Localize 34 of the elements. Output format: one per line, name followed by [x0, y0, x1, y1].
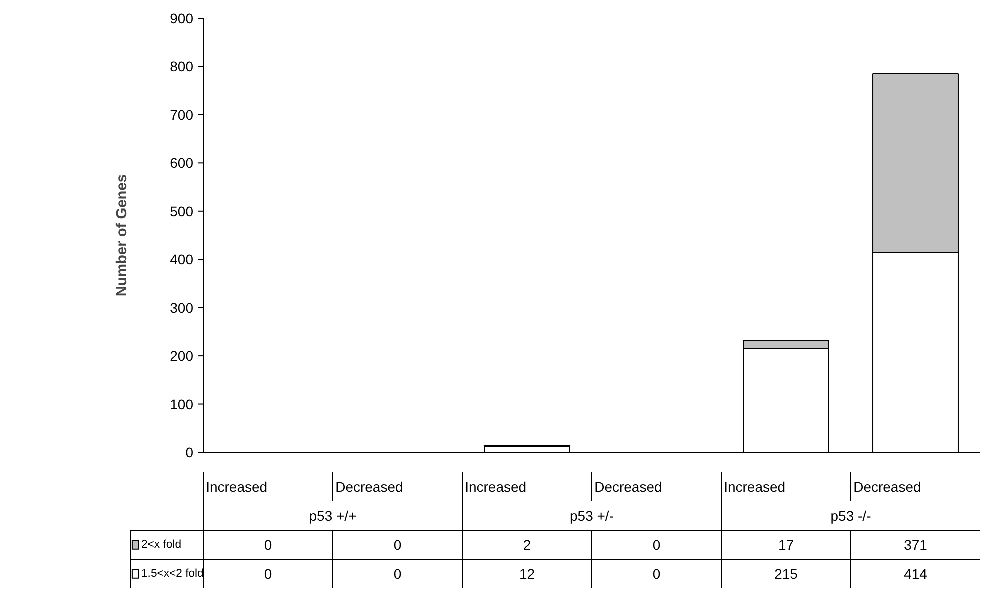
y-tick-label: 600	[170, 155, 194, 172]
x-tick-label: Increased	[724, 479, 786, 495]
x-tick-label: Increased	[465, 479, 527, 495]
data-label: 0	[264, 537, 272, 553]
data-label: 0	[264, 566, 272, 582]
y-axis-title: Number of Genes	[114, 174, 130, 297]
y-tick-label: 800	[170, 58, 194, 75]
y-tick-label: 0	[186, 444, 194, 460]
data-label: 215	[774, 566, 798, 582]
data-label: 0	[394, 566, 402, 582]
text: p53 +/+	[309, 508, 357, 524]
data-label: 0	[652, 537, 661, 553]
text: p53 +/-	[570, 508, 614, 524]
y-tick-label: 300	[170, 300, 194, 316]
legend-label: 2<x fold	[142, 539, 182, 551]
y-tick-label: 900	[170, 10, 194, 26]
data-label: 12	[519, 566, 536, 582]
data-label: 0	[394, 537, 402, 553]
y-tick-label: 200	[170, 348, 194, 364]
text: p53 -/-	[830, 508, 872, 524]
data-label: 371	[904, 537, 928, 553]
data-label: 2	[523, 537, 532, 553]
x-tick-label: Decreased	[854, 479, 922, 495]
y-tick-label: 100	[170, 396, 194, 412]
data-label: 17	[778, 537, 794, 553]
data-label: 414	[904, 566, 928, 582]
y-tick-label: 700	[170, 106, 194, 123]
x-tick-label: Increased	[206, 479, 268, 495]
x-tick-label: Decreased	[594, 479, 662, 495]
legend-label: 1.5<x<2 fold	[142, 568, 204, 580]
y-tick-label: 500	[170, 203, 194, 220]
y-tick-label: 400	[170, 252, 194, 268]
x-tick-label: Decreased	[336, 479, 404, 495]
data-label: 0	[652, 566, 661, 582]
